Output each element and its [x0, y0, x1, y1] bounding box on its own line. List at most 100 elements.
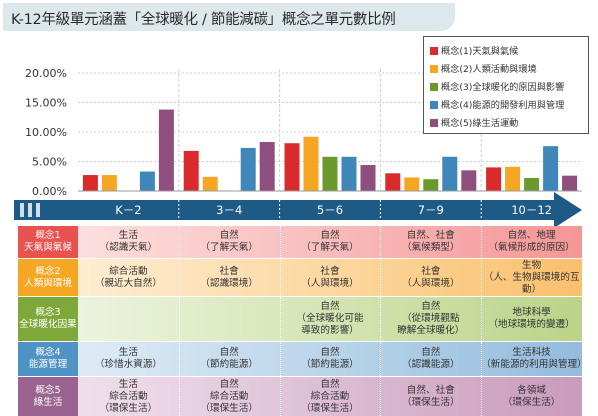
- column-divider: [481, 342, 483, 376]
- column-divider: [178, 297, 180, 341]
- table-cell: 自然 （了解天氣）: [301, 230, 359, 253]
- timeline-arrow-band: [14, 200, 554, 220]
- table-cell: 自然 （從環境觀點 瞭解全球暖化）: [397, 301, 465, 336]
- table-cell: 自然 （了解天氣）: [200, 230, 258, 253]
- column-divider: [279, 377, 281, 416]
- legend-label: 概念(2)人類活動與環境: [441, 64, 537, 75]
- column-divider: [481, 226, 483, 258]
- bar: [284, 143, 300, 191]
- table-cell: 自然、社會 （氣候類型）: [402, 230, 460, 253]
- concept-table: 概念1 天氣與氣候 生活 （認識天氣） 自然 （了解天氣） 自然 （了解天氣） 自然、社…: [18, 226, 587, 416]
- column-divider: [178, 377, 180, 416]
- bar: [303, 136, 319, 191]
- column-divider: [178, 342, 180, 376]
- column-divider: [380, 377, 382, 416]
- bar: [183, 150, 199, 191]
- y-tick-label: 0.00%: [32, 185, 67, 198]
- column-divider: [380, 342, 382, 376]
- bar: [404, 177, 420, 191]
- bar: [543, 146, 559, 191]
- bar: [461, 170, 477, 191]
- legend-label: 概念(3)全球暖化的原因與影響: [441, 82, 565, 93]
- bar: [505, 166, 521, 191]
- table-cell: 自然 綜合活動 （環保生活）: [301, 378, 359, 414]
- y-tick-label: 15.00%: [25, 97, 67, 110]
- timeline-arrow-head: [554, 192, 582, 226]
- table-row: 概念4 能源管理 生活 （珍惜水資源） 自然 （節約能源） 自然 （節約能源） 自然 （…: [18, 342, 587, 376]
- legend-item: 概念(4)能源的開發利用與管理: [430, 97, 564, 111]
- bar: [158, 109, 174, 191]
- bar: [240, 147, 256, 191]
- table-cell: 社會 （人與環境）: [301, 265, 359, 289]
- legend-label: 概念(1)天氣與氣候: [441, 46, 519, 57]
- table-cell: 生活 綜合活動 （環保生活）: [99, 378, 158, 414]
- table-row: 概念2 人類與環境 綜合活動 （親近大自然） 社會 （認識環境） 社會 （人與環境） 社…: [18, 259, 582, 296]
- legend: 概念(1)天氣與氣候概念(2)人類活動與環境概念(3)全球暖化的原因與影響 概念(…: [423, 36, 589, 134]
- row-header: 概念2 人類與環境: [18, 259, 78, 296]
- bar: [385, 173, 401, 191]
- table-cell: 自然 （節約能源）: [200, 347, 258, 370]
- x-category-label: 3－4: [216, 203, 242, 217]
- column-divider: [380, 297, 382, 341]
- column-divider: [279, 297, 281, 341]
- column-divider: [380, 226, 382, 258]
- x-category-label: 5－6: [317, 203, 343, 217]
- x-category-label: 10－12: [511, 203, 552, 217]
- table-cell: 自然 綜合活動 （環保生活）: [200, 378, 258, 414]
- table-cell: 自然 （認識能源）: [402, 347, 460, 370]
- legend-item: 概念(5)綠生活運動: [430, 115, 518, 129]
- bar: [101, 175, 117, 191]
- bar: [562, 175, 578, 191]
- bar: [442, 156, 458, 191]
- legend-item: 概念(1)天氣與氣候: [430, 43, 518, 57]
- table-row: 概念3 全球暖化因果 自然 （全球暖化可能 導致的影響） 自然 （從環境觀點 瞭解全…: [18, 297, 582, 341]
- column-divider: [279, 259, 281, 296]
- column-divider: [178, 259, 180, 296]
- bar: [341, 156, 357, 191]
- legend-label: 概念(4)能源的開發利用與管理: [441, 100, 565, 111]
- legend-swatch: [430, 83, 438, 91]
- row-header: 概念3 全球暖化因果: [18, 297, 78, 341]
- legend-swatch: [430, 47, 438, 55]
- column-divider: [481, 297, 483, 341]
- row-header: 概念5 綠生活: [18, 377, 78, 416]
- row-header: 概念4 能源管理: [18, 342, 78, 376]
- bar: [202, 176, 218, 191]
- table-cell: 社會 （認識環境）: [200, 265, 258, 289]
- table-cell: 生活 （認識天氣）: [99, 230, 158, 253]
- y-tick-label: 20.00%: [25, 67, 67, 80]
- table-cell: 各領域 （環保生活）: [502, 384, 561, 408]
- table-cell: 綜合活動 （親近大自然）: [94, 265, 162, 289]
- arrow-stripe: [28, 203, 32, 217]
- table-cell: 自然、地理 （氣候形成的原因）: [488, 230, 575, 253]
- column-divider: [178, 226, 180, 258]
- table-cell: 生活 （珍惜水資源）: [94, 347, 162, 370]
- row-header: 概念1 天氣與氣候: [18, 226, 78, 258]
- legend-swatch: [430, 65, 438, 73]
- arrow-stripe: [36, 203, 40, 217]
- bar: [423, 179, 439, 191]
- legend-swatch: [430, 119, 438, 127]
- table-cell: 生活科技 （新能源的利用與管理）: [481, 347, 587, 370]
- table-row: 概念1 天氣與氣候 生活 （認識天氣） 自然 （了解天氣） 自然 （了解天氣） 自然、社…: [18, 226, 582, 258]
- title-banner: K-12年級單元涵蓋「全球暖化 / 節能減碳」概念之單元數比例: [3, 3, 455, 31]
- table-cell: 自然、社會 （環保生活）: [402, 384, 460, 408]
- table-cell: 社會 （人與環境）: [402, 265, 460, 289]
- column-divider: [481, 377, 483, 416]
- table-cell: 生物 （人、生物與環境的互動）: [483, 259, 580, 295]
- legend-swatch: [430, 101, 438, 109]
- x-category-label: 7－9: [418, 203, 444, 217]
- column-divider: [279, 342, 281, 376]
- bar: [139, 171, 155, 191]
- bar: [259, 142, 275, 191]
- legend-item: 概念(2)人類活動與環境: [430, 61, 537, 75]
- legend-item: 概念(3)全球暖化的原因與影響: [430, 79, 564, 93]
- bar: [486, 167, 502, 191]
- chart-title: K-12年級單元涵蓋「全球暖化 / 節能減碳」概念之單元數比例: [11, 12, 396, 28]
- x-category-label: K－2: [115, 203, 141, 217]
- table-row: 概念5 綠生活 生活 綜合活動 （環保生活） 自然 綜合活動 （環保生活） 自然 綜合…: [18, 377, 582, 416]
- table-cell: 自然 （節約能源）: [301, 347, 359, 370]
- legend-label: 概念(5)綠生活運動: [441, 118, 519, 129]
- column-divider: [481, 259, 483, 296]
- table-cell: 自然 （全球暖化可能 導致的影響）: [296, 301, 364, 336]
